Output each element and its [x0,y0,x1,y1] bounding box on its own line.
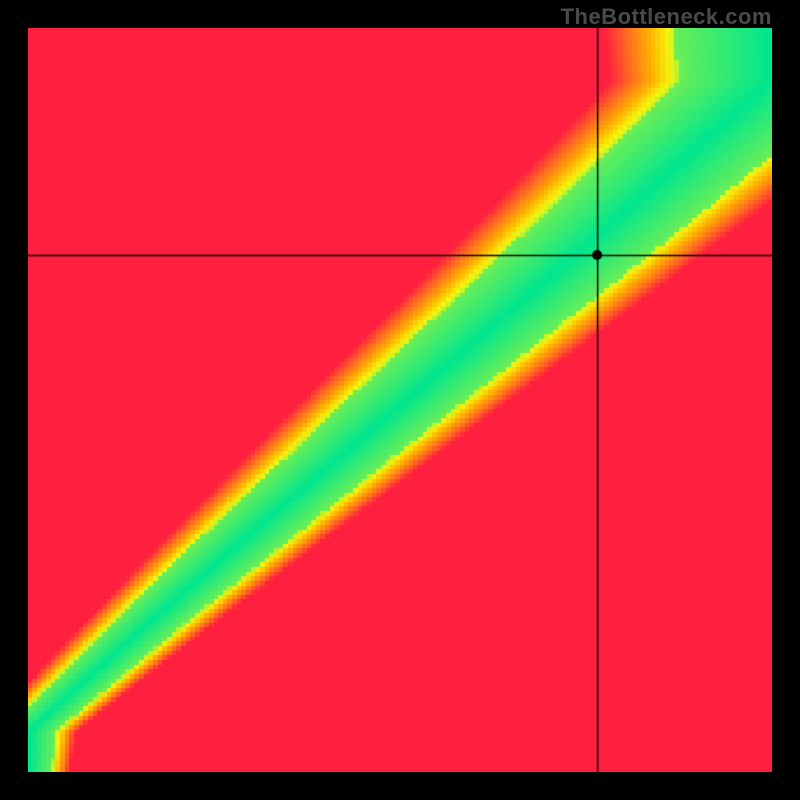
chart-container: TheBottleneck.com [0,0,800,800]
bottleneck-heatmap [28,28,772,772]
watermark-text: TheBottleneck.com [561,4,772,30]
